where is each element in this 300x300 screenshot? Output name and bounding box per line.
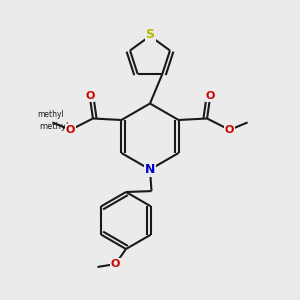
Text: O: O: [85, 91, 94, 101]
Text: O: O: [111, 259, 120, 269]
Text: methyl: methyl: [38, 110, 64, 119]
Text: S: S: [146, 28, 154, 41]
Text: O: O: [225, 125, 234, 135]
Text: N: N: [145, 163, 155, 176]
Text: methyl: methyl: [39, 122, 69, 131]
Text: O: O: [66, 125, 75, 135]
Text: O: O: [206, 91, 215, 101]
